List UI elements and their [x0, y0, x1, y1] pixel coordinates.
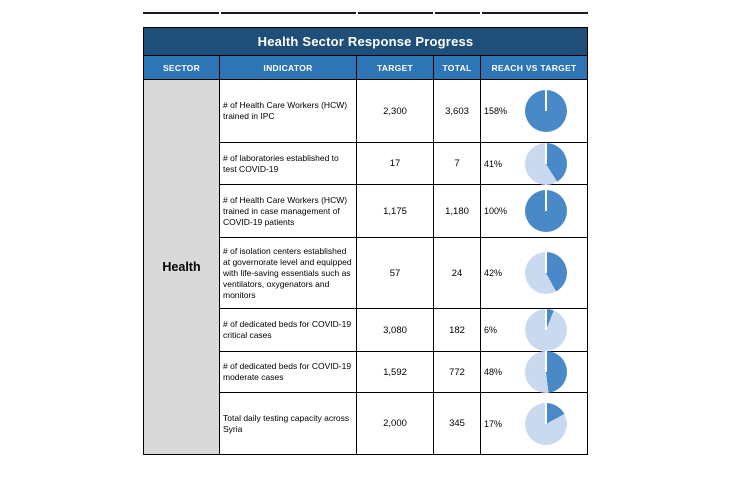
reach-pie-chart[interactable]	[525, 252, 567, 294]
table-row: # of laboratories established to test CO…	[220, 142, 587, 185]
topline-gap	[480, 12, 482, 14]
table-row: # of Health Care Workers (HCW) trained i…	[220, 80, 587, 143]
reach-pie-chart[interactable]	[525, 402, 567, 445]
reach-percent-label: 17%	[484, 418, 503, 429]
reach-percent-label: 158%	[484, 106, 508, 116]
total-cell[interactable]: 3,603	[434, 80, 481, 142]
reach-percent-label: 6%	[484, 325, 498, 335]
table-row: # of Health Care Workers (HCW) trained i…	[220, 185, 587, 238]
total-cell[interactable]: 1,180	[434, 185, 481, 237]
total-cell[interactable]: 182	[434, 309, 481, 351]
pie-seam	[545, 252, 547, 273]
table-row: Total daily testing capacity across Syri…	[220, 393, 587, 454]
indicator-cell[interactable]: # of dedicated beds for COVID-19 moderat…	[220, 352, 357, 392]
reach-percent-label: 100%	[484, 206, 508, 216]
target-cell[interactable]: 1,175	[357, 185, 434, 237]
reach-pie-chart[interactable]	[525, 90, 567, 132]
target-cell[interactable]: 57	[357, 238, 434, 308]
pie-seam	[545, 402, 547, 424]
total-cell[interactable]: 24	[434, 238, 481, 308]
topline-gap	[433, 12, 435, 14]
reach-cell[interactable]: 100%	[481, 185, 587, 237]
table-row: # of isolation centers established at go…	[220, 238, 587, 309]
target-cell[interactable]: 2,000	[357, 393, 434, 454]
reach-cell[interactable]: 42%	[481, 238, 587, 308]
topline-gap	[356, 12, 358, 14]
reach-cell[interactable]: 41%	[481, 142, 587, 185]
reach-pie-chart[interactable]	[525, 190, 567, 232]
column-header-reach-vs-target[interactable]: REACH VS TARGET	[491, 62, 577, 73]
target-cell[interactable]: 2,300	[357, 80, 434, 142]
table-top-border	[143, 12, 588, 14]
reach-cell[interactable]: 158%	[481, 80, 587, 142]
reach-percent-label: 41%	[484, 158, 503, 169]
indicator-cell[interactable]: # of Health Care Workers (HCW) trained i…	[220, 185, 357, 237]
pie-seam	[545, 351, 547, 372]
table-title[interactable]: Health Sector Response Progress	[144, 28, 587, 56]
table-row: # of dedicated beds for COVID-19 critica…	[220, 309, 587, 352]
table: Health Sector Response Progress SECTOR I…	[143, 27, 588, 455]
table-rows: # of Health Care Workers (HCW) trained i…	[220, 80, 587, 454]
table-body: Health # of Health Care Workers (HCW) tr…	[144, 80, 587, 454]
total-cell[interactable]: 772	[434, 352, 481, 392]
total-cell[interactable]: 345	[434, 393, 481, 454]
reach-percent-label: 48%	[484, 367, 503, 377]
column-header-sector[interactable]: SECTOR	[144, 56, 220, 79]
indicator-cell[interactable]: # of laboratories established to test CO…	[220, 143, 357, 184]
reach-cell[interactable]: 6%	[481, 309, 587, 351]
pie-seam	[545, 190, 547, 211]
pie-seam	[545, 309, 547, 330]
indicator-cell[interactable]: # of Health Care Workers (HCW) trained i…	[220, 80, 357, 142]
target-cell[interactable]: 3,080	[357, 309, 434, 351]
column-header-indicator[interactable]: INDICATOR	[220, 56, 357, 79]
indicator-cell[interactable]: # of isolation centers established at go…	[220, 238, 357, 308]
reach-cell[interactable]: 17%	[481, 393, 587, 454]
column-header-target[interactable]: TARGET	[357, 56, 434, 79]
indicator-cell[interactable]: Total daily testing capacity across Syri…	[220, 393, 357, 454]
reach-pie-chart[interactable]	[525, 142, 567, 185]
reach-pie-chart[interactable]	[525, 309, 567, 351]
sector-cell[interactable]: Health	[144, 80, 220, 454]
pie-seam	[545, 90, 547, 111]
indicator-cell[interactable]: # of dedicated beds for COVID-19 critica…	[220, 309, 357, 351]
target-cell[interactable]: 17	[357, 143, 434, 184]
total-cell[interactable]: 7	[434, 143, 481, 184]
topline-gap	[219, 12, 221, 14]
reach-pie-chart[interactable]	[525, 351, 567, 393]
pie-seam	[545, 142, 547, 164]
table-row: # of dedicated beds for COVID-19 moderat…	[220, 351, 587, 393]
target-cell[interactable]: 1,592	[357, 352, 434, 392]
reach-percent-label: 42%	[484, 268, 503, 278]
progress-table: Health Sector Response Progress SECTOR I…	[143, 12, 588, 455]
reach-cell[interactable]: 48%	[481, 351, 587, 393]
column-header-total[interactable]: TOTAL	[434, 56, 481, 79]
table-header: SECTOR INDICATOR TARGET TOTAL REACH VS T…	[144, 56, 587, 80]
